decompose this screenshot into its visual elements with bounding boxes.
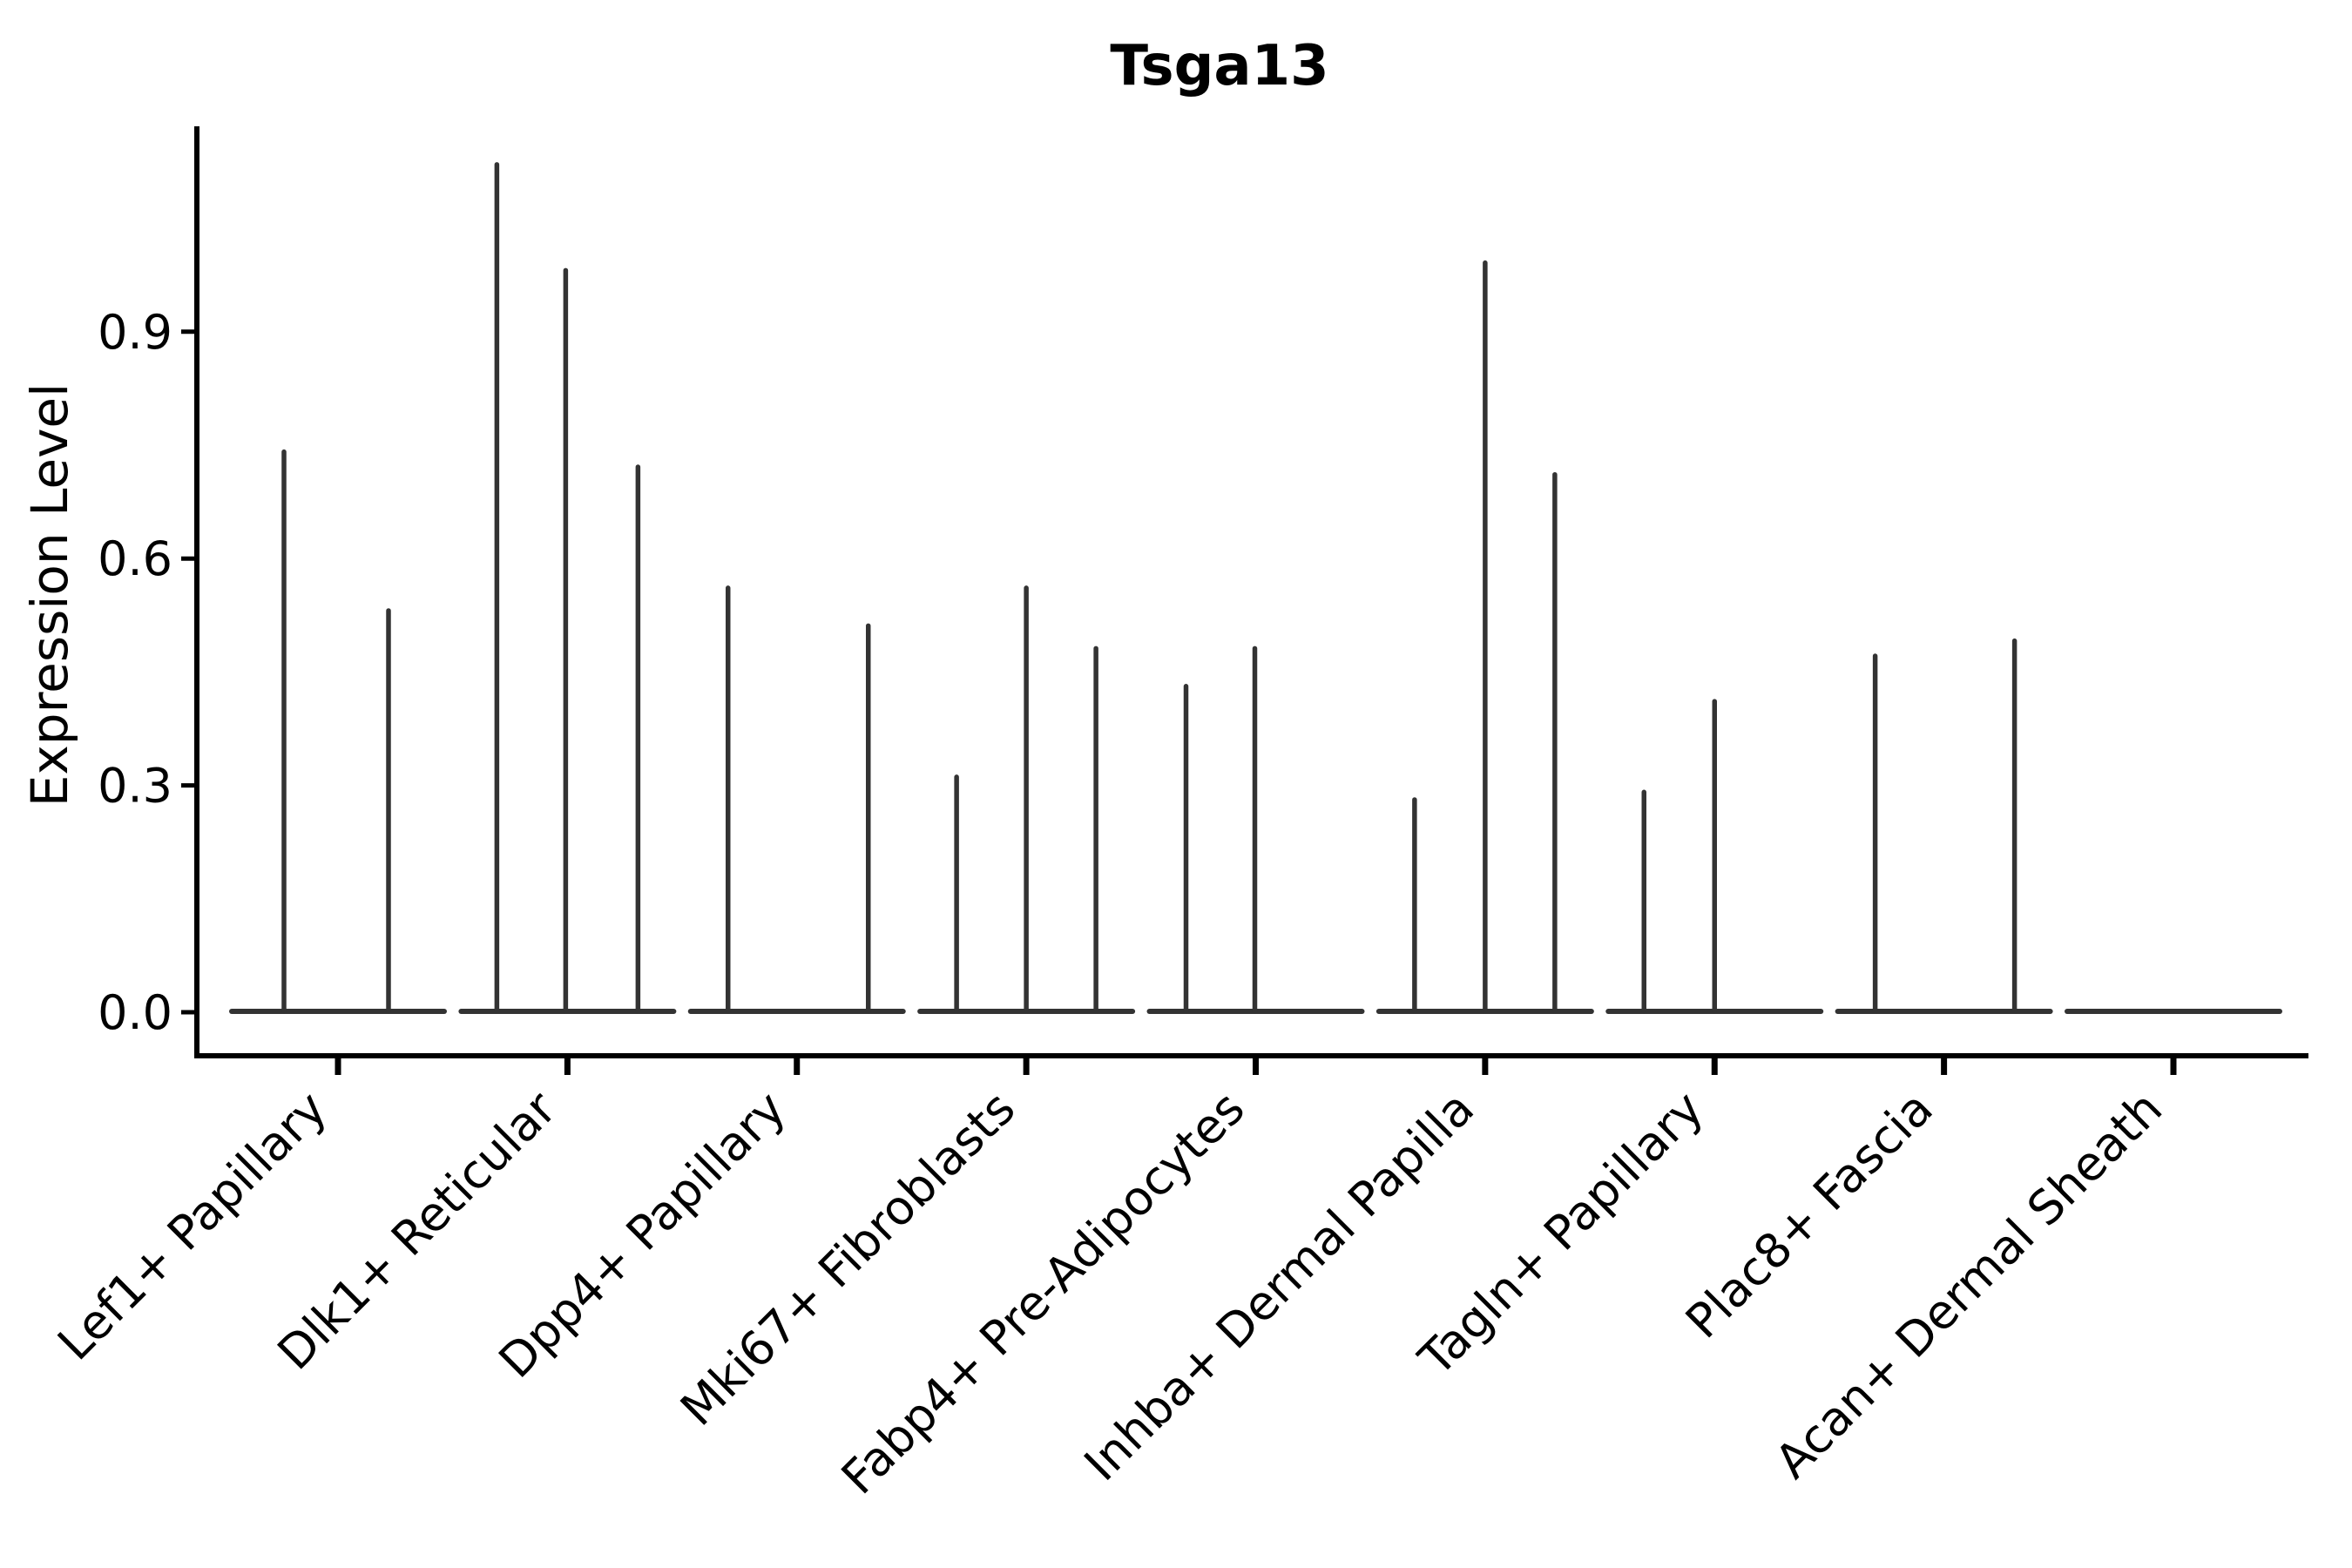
y-tick-label: 0.3 <box>98 759 172 814</box>
y-tick-label: 0.9 <box>98 305 172 360</box>
y-tick-label: 0.0 <box>98 985 172 1040</box>
x-tick-label: Fabp4+ Pre-Adipocytes <box>831 1081 1255 1505</box>
y-axis-ticks: 0.0 0.3 0.6 0.9 <box>98 305 197 1040</box>
chart-title: Tsga13 <box>1110 34 1328 98</box>
y-tick-label: 0.6 <box>98 531 172 586</box>
x-tick-label: Acan+ Dermal Sheath <box>1765 1081 2173 1489</box>
y-axis-label: Expression Level <box>20 383 79 807</box>
x-tick-label: Plac8+ Fascia <box>1675 1081 1943 1349</box>
violins-layer <box>229 162 2282 1014</box>
x-tick-label: Inhba+ Dermal Papilla <box>1074 1081 1484 1491</box>
